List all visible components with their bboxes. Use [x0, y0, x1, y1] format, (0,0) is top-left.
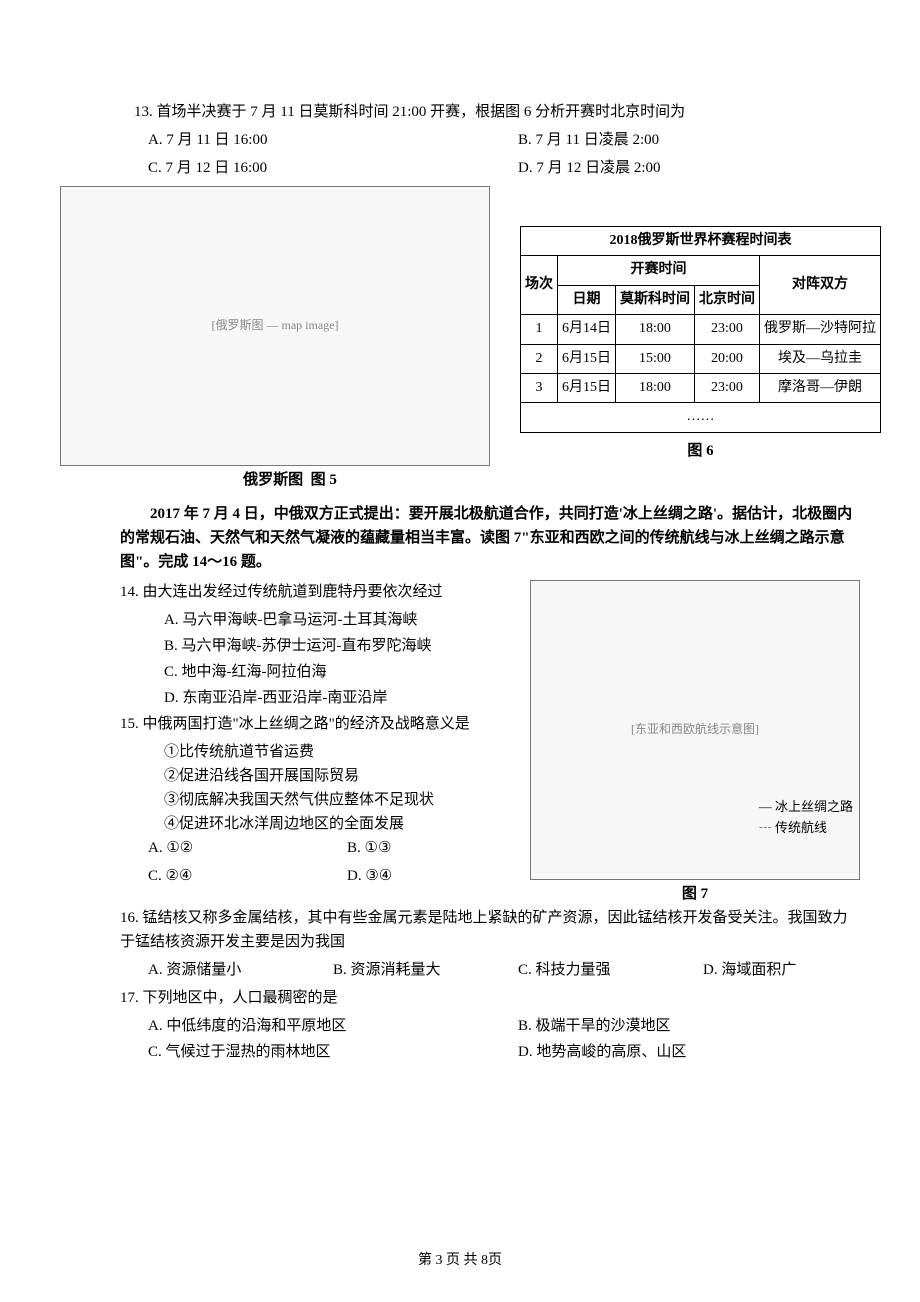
q15-option-b[interactable]: B. ①③: [319, 836, 518, 860]
map-5-placeholder-text: [俄罗斯图 — map image]: [212, 316, 339, 335]
q15-option-c[interactable]: C. ②④: [120, 864, 319, 888]
q14-option-d[interactable]: D. 东南亚沿岸-西亚沿岸-南亚沿岸: [120, 686, 518, 710]
q16-option-a[interactable]: A. 资源储量小: [120, 958, 305, 982]
map-5-image: [俄罗斯图 — map image]: [60, 186, 490, 466]
q17-option-b[interactable]: B. 极端干旱的沙漠地区: [490, 1014, 860, 1038]
q14-option-a[interactable]: A. 马六甲海峡-巴拿马运河-土耳其海峡: [120, 608, 518, 632]
table-caption: 图 6: [520, 439, 881, 463]
q14-option-b[interactable]: B. 马六甲海峡-苏伊士运河-直布罗陀海峡: [120, 634, 518, 658]
q13-text: 13. 首场半决赛于 7 月 11 日莫斯科时间 21:00 开赛，根据图 6 …: [120, 100, 860, 124]
map-7-caption: 图 7: [530, 882, 860, 906]
table-row-ellipsis: ……: [521, 403, 881, 432]
col-match: 场次: [521, 256, 558, 315]
table-row: 1 6月14日 18:00 23:00 俄罗斯—沙特阿拉: [521, 315, 881, 344]
q13-option-a[interactable]: A. 7 月 11 日 16:00: [120, 128, 490, 152]
q15-text: 15. 中俄两国打造"冰上丝绸之路"的经济及战略意义是: [120, 712, 518, 736]
q13-option-c[interactable]: C. 7 月 12 日 16:00: [120, 156, 490, 180]
q15-stat-4: ④促进环北冰洋周边地区的全面发展: [120, 812, 518, 836]
q16-option-c[interactable]: C. 科技力量强: [490, 958, 675, 982]
col-date: 日期: [558, 285, 616, 314]
q15-stat-2: ②促进沿线各国开展国际贸易: [120, 764, 518, 788]
col-vs: 对阵双方: [760, 256, 881, 315]
schedule-table: 2018俄罗斯世界杯赛程时间表 场次 开赛时间 对阵双方 日期 莫斯科时间 北京…: [520, 226, 881, 433]
q16-option-d[interactable]: D. 海域面积广: [675, 958, 860, 982]
table-row: 2 6月15日 15:00 20:00 埃及—乌拉圭: [521, 344, 881, 373]
q15-stat-1: ①比传统航道节省运费: [120, 740, 518, 764]
q17-option-d[interactable]: D. 地势高峻的高原、山区: [490, 1040, 860, 1064]
q15-option-a[interactable]: A. ①②: [120, 836, 319, 860]
map-5-caption: 俄罗斯图 图 5: [60, 468, 520, 492]
table-row: 3 6月15日 18:00 23:00 摩洛哥—伊朗: [521, 373, 881, 402]
map-7-legend: — 冰上丝绸之路 ┄ 传统航线: [759, 797, 853, 839]
header-start: 开赛时间: [558, 256, 760, 285]
table-title: 2018俄罗斯世界杯赛程时间表: [521, 227, 881, 256]
q14-option-c[interactable]: C. 地中海-红海-阿拉伯海: [120, 660, 518, 684]
q17-text: 17. 下列地区中，人口最稠密的是: [120, 986, 860, 1010]
col-bj: 北京时间: [695, 285, 760, 314]
page-footer: 第 3 页 共 8页: [0, 1250, 920, 1272]
q15-stat-3: ③彻底解决我国天然气供应整体不足现状: [120, 788, 518, 812]
q15-option-d[interactable]: D. ③④: [319, 864, 518, 888]
q17-option-c[interactable]: C. 气候过于湿热的雨林地区: [120, 1040, 490, 1064]
context-text: 2017 年 7 月 4 日，中俄双方正式提出：要开展北极航道合作，共同打造'冰…: [120, 502, 860, 574]
col-msk: 莫斯科时间: [616, 285, 695, 314]
q16-text: 16. 锰结核又称多金属结核，其中有些金属元素是陆地上紧缺的矿产资源，因此锰结核…: [120, 906, 860, 954]
q13-option-d[interactable]: D. 7 月 12 日凌晨 2:00: [490, 156, 860, 180]
map-7-placeholder-text: [东亚和西欧航线示意图]: [631, 720, 759, 739]
q17-option-a[interactable]: A. 中低纬度的沿海和平原地区: [120, 1014, 490, 1038]
q13-option-b[interactable]: B. 7 月 11 日凌晨 2:00: [490, 128, 860, 152]
q16-option-b[interactable]: B. 资源消耗量大: [305, 958, 490, 982]
q14-text: 14. 由大连出发经过传统航道到鹿特丹要依次经过: [120, 580, 518, 604]
map-7-image: [东亚和西欧航线示意图] — 冰上丝绸之路 ┄ 传统航线: [530, 580, 860, 880]
